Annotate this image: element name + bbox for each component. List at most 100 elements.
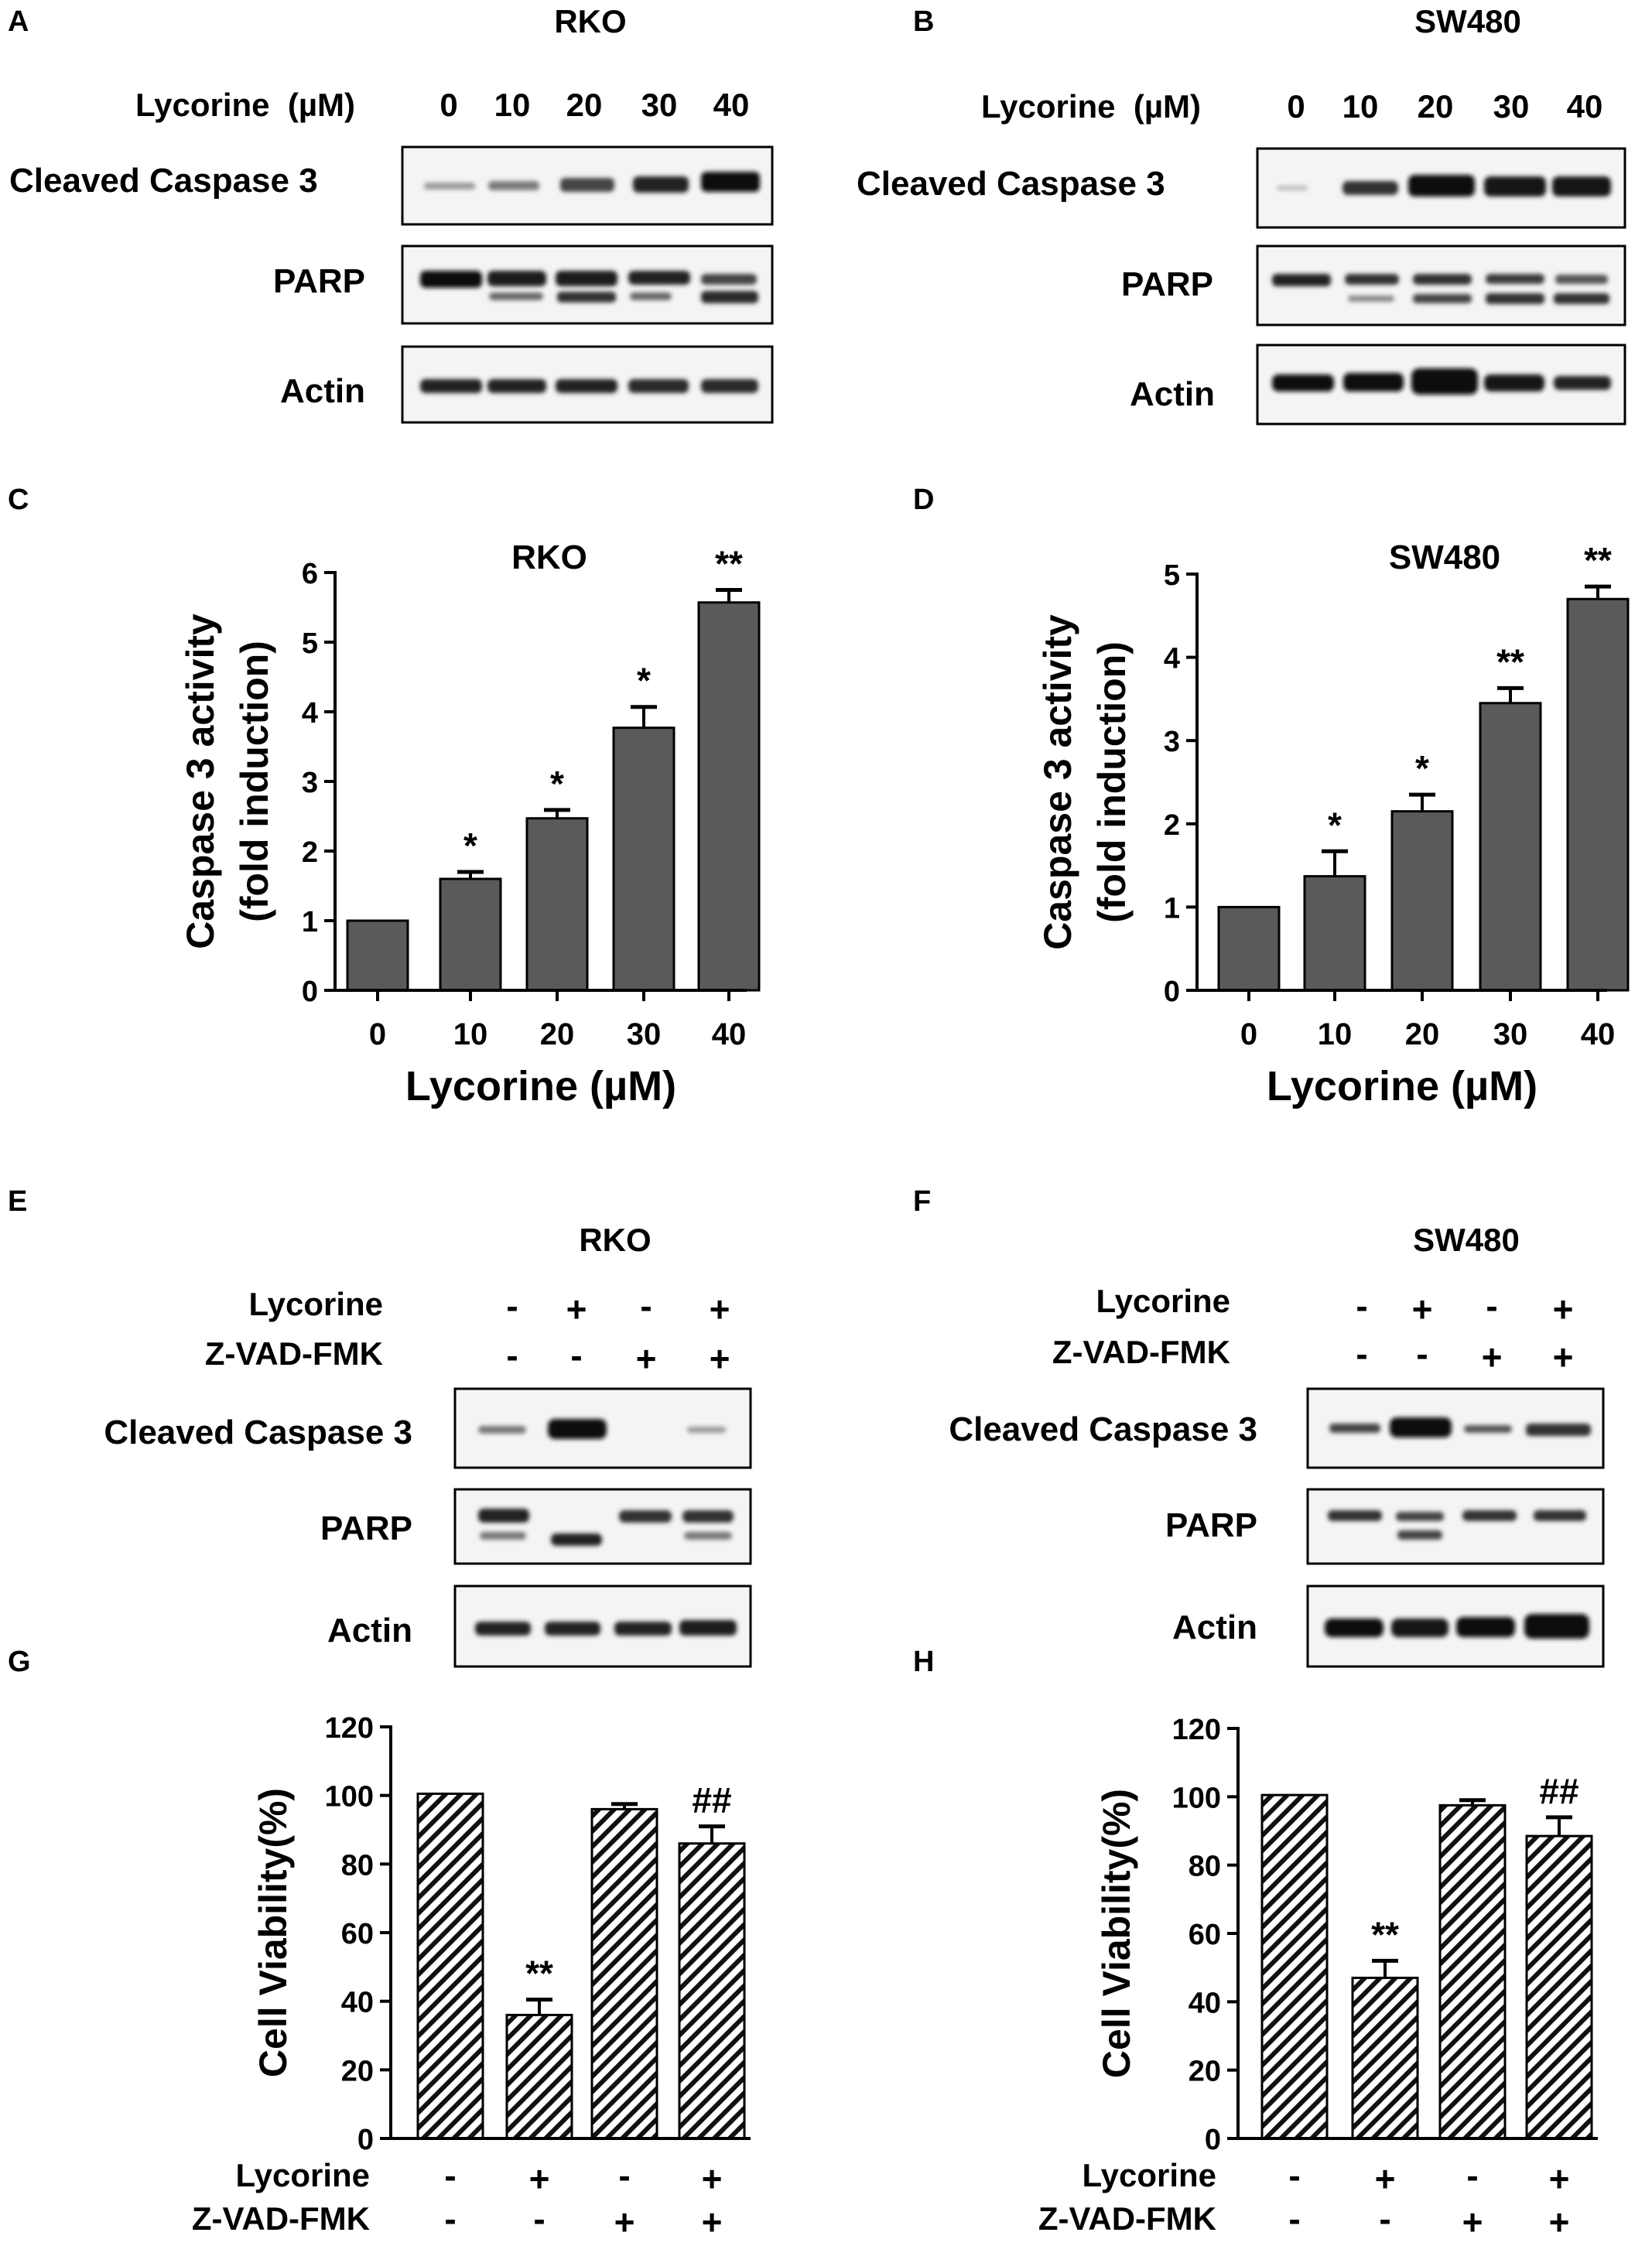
panel-h-lycorine-label: Lycorine [1083, 2157, 1217, 2193]
band [614, 1622, 672, 1636]
panel-b-dose-40: 40 [1567, 88, 1603, 125]
bands-e-cc3 [478, 1419, 726, 1439]
panel-f-title: SW480 [1413, 1222, 1520, 1258]
band [478, 1509, 529, 1523]
band [701, 379, 758, 393]
band [1348, 296, 1394, 302]
panel-b-label-actin: Actin [1130, 375, 1215, 413]
bar-3 [612, 726, 676, 992]
bar-4 [697, 601, 761, 992]
significance-label-1: ** [525, 1953, 553, 1993]
x-tick-label-2: 20 [540, 1017, 575, 1051]
y-tick-label-1: 20 [1189, 2056, 1221, 2088]
bar-3 [1525, 1834, 1593, 2140]
y-tick-label-6: 120 [325, 1712, 374, 1745]
y-tick-label-1: 20 [341, 2055, 374, 2087]
panel-f-label-cc3: Cleaved Caspase 3 [949, 1410, 1257, 1448]
blot-f-parp [1306, 1488, 1605, 1565]
panel-h-sign-rows: Lycorine Z-VAD-FMK - + - + - - + + [1038, 2155, 1570, 2242]
panel-f-lyc-sign-1: - [1356, 1286, 1367, 1326]
band [1464, 1425, 1512, 1433]
panel-b-dose-0: 0 [1287, 88, 1305, 125]
panel-b-label-parp: PARP [1121, 265, 1213, 303]
bar-1 [439, 877, 502, 992]
band [1486, 274, 1544, 284]
band [488, 181, 539, 190]
panel-f: F SW480 Lycorine Z-VAD-FMK - + - + - - +… [913, 1185, 1605, 1668]
bar-2 [590, 1807, 658, 2140]
band [1397, 1530, 1442, 1540]
y-tick-label-0: 0 [1164, 976, 1180, 1008]
y-axis-label-1: (fold induction) [1090, 641, 1134, 923]
band [630, 292, 672, 300]
panel-b-dose-10: 10 [1342, 88, 1379, 125]
band [556, 271, 617, 286]
band [628, 379, 689, 393]
panel-e-label-parp: PARP [320, 1509, 412, 1547]
y-tick-label-0: 0 [357, 2124, 374, 2156]
band [478, 1426, 526, 1434]
panel-b-dose-30: 30 [1493, 88, 1530, 125]
bands-b-cc3 [1277, 175, 1611, 197]
bands-a-cc3 [424, 172, 760, 193]
panel-h-lyc-sign-4: + [1549, 2159, 1570, 2199]
panel-f-lyc-sign-4: + [1553, 1289, 1574, 1329]
band [1555, 275, 1608, 284]
band [633, 176, 689, 193]
chart-h: ** ## 0 20 40 60 80 100 120 Cell Viability(%) [1095, 1714, 1598, 2156]
panel-h-zvad-sign-4: + [1549, 2202, 1570, 2242]
panel-g-zvad-label: Z-VAD-FMK [192, 2200, 370, 2237]
band [701, 274, 757, 285]
panel-e-label-cc3: Cleaved Caspase 3 [104, 1414, 412, 1451]
band [1552, 176, 1611, 197]
chart-g: ** ## 0 20 40 60 80 100 120 Cell Viability(%) [251, 1712, 751, 2156]
panel-a-label-parp: PARP [273, 262, 365, 300]
panel-h-zvad-sign-2: - [1379, 2199, 1390, 2239]
y-tick-label-5: 100 [1172, 1782, 1221, 1814]
y-tick-label-4: 80 [341, 1849, 374, 1882]
bands-f-parp [1328, 1510, 1586, 1540]
panel-a-label-cc3: Cleaved Caspase 3 [9, 162, 318, 200]
panel-f-lycorine-label: Lycorine [1096, 1283, 1231, 1319]
y-tick-label-5: 5 [1164, 559, 1180, 592]
x-tick-label-4: 40 [712, 1017, 747, 1051]
band [1554, 293, 1609, 304]
band [1413, 294, 1472, 303]
panel-e-label-actin: Actin [327, 1612, 412, 1649]
panel-b-label-cc3: Cleaved Caspase 3 [857, 165, 1165, 203]
bands-a-parp [420, 271, 758, 303]
panel-a-label-actin: Actin [280, 372, 365, 410]
chart-title: RKO [511, 538, 587, 576]
band [682, 1510, 734, 1523]
y-tick-label-6: 120 [1172, 1714, 1221, 1746]
panel-b-title: SW480 [1414, 3, 1521, 39]
panel-a-dose-label: Lycorine (µM) [135, 87, 355, 123]
band [1534, 1510, 1586, 1521]
band [1462, 1510, 1517, 1521]
panel-d-letter: D [913, 484, 934, 516]
bands-f-cc3 [1329, 1417, 1591, 1438]
bar-3 [1479, 702, 1542, 992]
panel-g-lyc-sign-3: - [618, 2155, 630, 2196]
y-tick-label-3: 60 [1189, 1919, 1221, 1951]
bar-0 [1217, 905, 1281, 992]
x-axis-label: Lycorine (µM) [405, 1063, 676, 1109]
band [1456, 1617, 1515, 1637]
band [1325, 1619, 1384, 1637]
band [1524, 1614, 1589, 1639]
panel-f-zvad-label: Z-VAD-FMK [1052, 1334, 1230, 1370]
panel-e-lyc-sign-2: + [566, 1289, 587, 1329]
significance-label-3: ** [1496, 641, 1524, 682]
bands-a-actin [420, 379, 758, 393]
bar-1 [1351, 1976, 1419, 2140]
band [1554, 376, 1611, 390]
x-tick-label-0: 0 [1240, 1017, 1257, 1051]
band [1342, 181, 1398, 195]
bar-0 [1260, 1793, 1329, 2140]
panel-e-letter: E [8, 1185, 27, 1218]
band [480, 1532, 526, 1540]
band [1345, 274, 1399, 285]
band [556, 379, 617, 393]
x-tick-label-1: 10 [453, 1017, 488, 1051]
